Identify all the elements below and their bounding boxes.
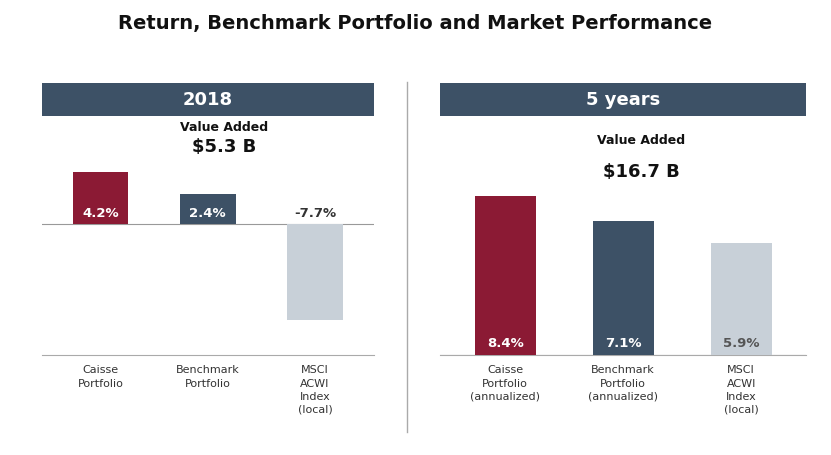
- Bar: [475, 196, 536, 355]
- Text: Return, Benchmark Portfolio and Market Performance: Return, Benchmark Portfolio and Market P…: [119, 14, 712, 33]
- Text: 7.1%: 7.1%: [605, 337, 642, 350]
- Text: $16.7 B: $16.7 B: [602, 163, 679, 181]
- Bar: [179, 194, 236, 224]
- Bar: [711, 243, 772, 355]
- Text: Value Added: Value Added: [179, 121, 268, 135]
- Text: 2.4%: 2.4%: [189, 207, 226, 220]
- Bar: [287, 224, 343, 320]
- Text: 5.9%: 5.9%: [723, 337, 760, 350]
- Text: 8.4%: 8.4%: [487, 337, 524, 350]
- Text: 5 years: 5 years: [586, 91, 661, 109]
- Text: Value Added: Value Added: [597, 134, 685, 147]
- Text: 4.2%: 4.2%: [82, 207, 119, 220]
- Text: $5.3 B: $5.3 B: [192, 138, 256, 156]
- Text: 2018: 2018: [183, 91, 233, 109]
- Bar: [593, 221, 654, 355]
- Text: -7.7%: -7.7%: [294, 207, 336, 220]
- Bar: [72, 172, 129, 224]
